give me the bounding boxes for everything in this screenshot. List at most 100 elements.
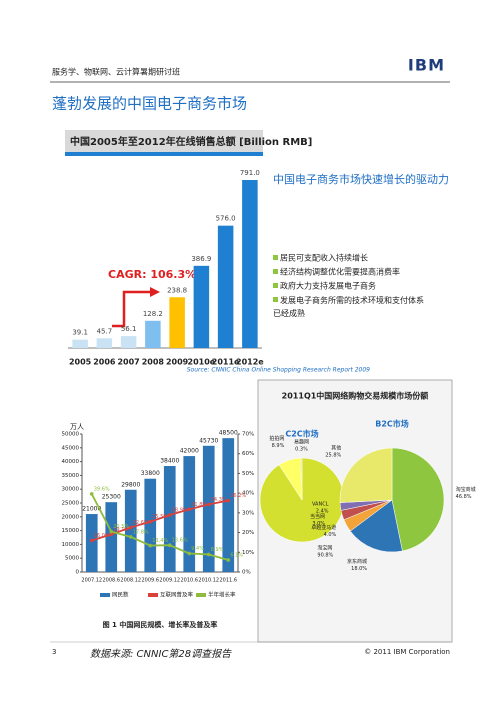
slice-value: 46.8% [456,494,472,500]
bullet-line: 已经成熟 [273,308,305,318]
pie-slice [349,499,403,553]
chart-title-rule [65,152,263,156]
x-tick-label: 2011e [212,358,240,367]
x-tick-label: 2005 [69,358,92,367]
point [109,532,114,537]
bar [145,320,161,348]
pie-name: C2C市场 [285,429,318,439]
y2-tick-label: 70% [242,432,254,438]
y-tick-label: 50000 [62,432,80,438]
value-label: 39.1 [72,329,88,337]
bar [183,456,196,572]
legend-swatch [196,593,206,597]
value-label: 17.8% [133,529,149,535]
pie-slice [391,447,445,552]
bullet-marker [273,297,278,302]
value-label: 45.7 [97,327,113,335]
value-label: 13.4% [152,538,168,544]
x-tick-label: 2010.6 [181,578,199,584]
point [89,492,94,496]
point [167,543,172,547]
value-label: 16.0% [94,533,110,539]
value-label: 42000 [180,448,199,455]
point [226,558,231,562]
slice-label: 其他 [331,444,341,451]
value-label: 48500 [219,430,238,437]
section-title: 蓬勃发展的中国电子商务市场 [52,95,247,113]
pie-title: 2011Q1中国网络购物交易规模市场份额 [282,391,429,401]
value-label: 19.1% [113,527,129,533]
page-number: 3 [52,648,56,656]
x-tick-label: 2007 [117,358,139,367]
x-tick-label: 2007.12 [81,578,102,584]
point [187,551,192,556]
y2-tick-label: 40% [242,491,254,497]
bar [242,180,258,348]
bar [222,438,235,572]
slice-label: 拍拍网 [269,435,284,442]
value-label: 20.5% [113,524,129,530]
bar [169,297,185,348]
slice-label: 当当网 [310,513,325,520]
bullet-line: 发展电子商务所需的技术环境和支付体系 [280,295,424,305]
bar [85,514,98,572]
value-label: 21000 [82,506,101,513]
slice-label: 京东商城 [347,558,367,565]
copyright: © 2011 IBM Corporation [364,648,450,656]
y-tick-label: 25000 [62,501,80,507]
bar [124,489,137,572]
bar [72,339,88,348]
point [128,535,133,539]
slice-label: VANCL [312,502,329,508]
legend-label: 互联网普及率 [160,591,194,599]
x-tick-label: 2008 [142,358,165,367]
bar [144,478,157,572]
value-label: 29800 [121,481,140,488]
bullet: 居民可支配收入持续增长 [280,253,368,263]
slice-label: 淘宝网 [317,544,332,551]
annotation: CAGR: 106.3% [108,268,196,281]
y2-tick-label: 50% [242,471,254,477]
point [109,529,114,534]
slice-value: 18.0% [351,566,367,572]
legend-label: 半年增长率 [208,591,236,599]
bullet: 发展电子商务所需的技术环境和支付体系已经成熟 [273,295,424,318]
footer-note: 数据来源: CNNIC第28调查报告 [90,648,232,660]
bar [120,336,137,348]
y2-tick-label: 60% [242,451,254,457]
drivers-title: 中国电子商务市场快速增长的驱动力 [273,172,449,186]
pie-name: B2C市场 [375,419,409,429]
point [206,502,211,507]
y-tick-label: 30000 [62,487,80,493]
y-tick-label: 40000 [62,459,80,465]
value-label: 38400 [160,458,179,465]
slice-value: 90.8% [317,552,333,558]
value-label: 8.9% [211,547,224,553]
value-label: 22.6% [133,520,149,526]
value-label: 45730 [199,437,218,444]
x-tick-label: 2010.12 [198,578,219,584]
y-axis-label: 万人 [70,423,84,431]
x-tick-label: 2008.6 [103,578,121,584]
slice-label: 淘宝商城 [456,486,476,493]
y2-tick-label: 10% [242,550,254,556]
x-tick-label: 2011.6 [220,578,238,584]
value-label: 34.3% [211,497,227,503]
x-tick-label: 2006 [93,358,116,367]
value-label: 576.0 [216,215,236,223]
chart-title: 中国2005年至2012年在线销售总额 [Billion RMB] [70,135,312,148]
y-tick-label: 10000 [62,542,80,548]
value-label: 6.1% [230,552,243,558]
value-label: 128.2 [143,310,163,318]
cagr-arrow [112,290,150,328]
bullet-marker [273,255,278,260]
value-label: 9.4% [191,546,204,552]
slice-value: 3.0% [312,521,325,527]
y-tick-label: 20000 [62,514,80,520]
bullet: 政府大力支持发展电子商务 [280,281,376,291]
slice-label: 易趣网 [294,439,309,446]
slice-label: 卓越亚马逊 [311,524,336,531]
slice-value: 2.4% [316,509,329,515]
chart-title-band [65,130,263,152]
bar [105,502,118,572]
